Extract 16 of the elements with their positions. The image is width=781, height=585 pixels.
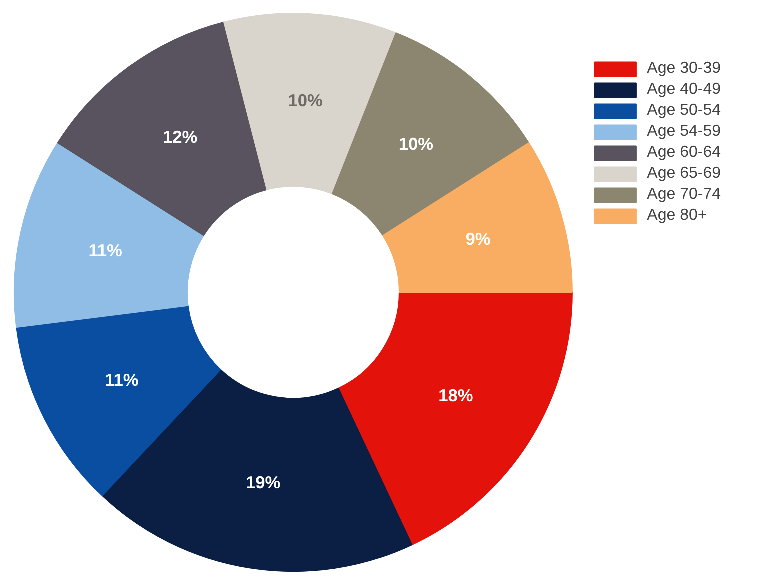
data-label: 9%	[466, 228, 491, 249]
legend-label: Age 40-49	[647, 81, 721, 99]
legend-label: Age 54-59	[647, 123, 721, 141]
legend-label: Age 70-74	[647, 186, 721, 204]
legend-label: Age 65-69	[647, 165, 721, 183]
data-label: 11%	[88, 240, 122, 261]
legend-label: Age 60-64	[647, 144, 721, 162]
data-label: 19%	[246, 472, 281, 493]
legend-label: Age 30-39	[647, 60, 721, 78]
legend-label: Age 50-54	[647, 102, 721, 120]
data-label: 11%	[105, 370, 139, 390]
data-label: 18%	[438, 386, 474, 406]
data-label: 10%	[288, 90, 323, 110]
data-label: 12%	[162, 126, 198, 147]
legend-label: Age 80+	[647, 207, 708, 225]
data-label: 10%	[398, 134, 434, 154]
